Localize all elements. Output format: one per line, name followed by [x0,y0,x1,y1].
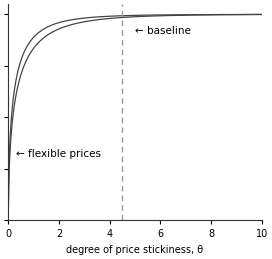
Text: ← flexible prices: ← flexible prices [16,149,101,159]
Text: ← baseline: ← baseline [135,26,191,36]
X-axis label: degree of price stickiness, θ: degree of price stickiness, θ [66,245,203,255]
